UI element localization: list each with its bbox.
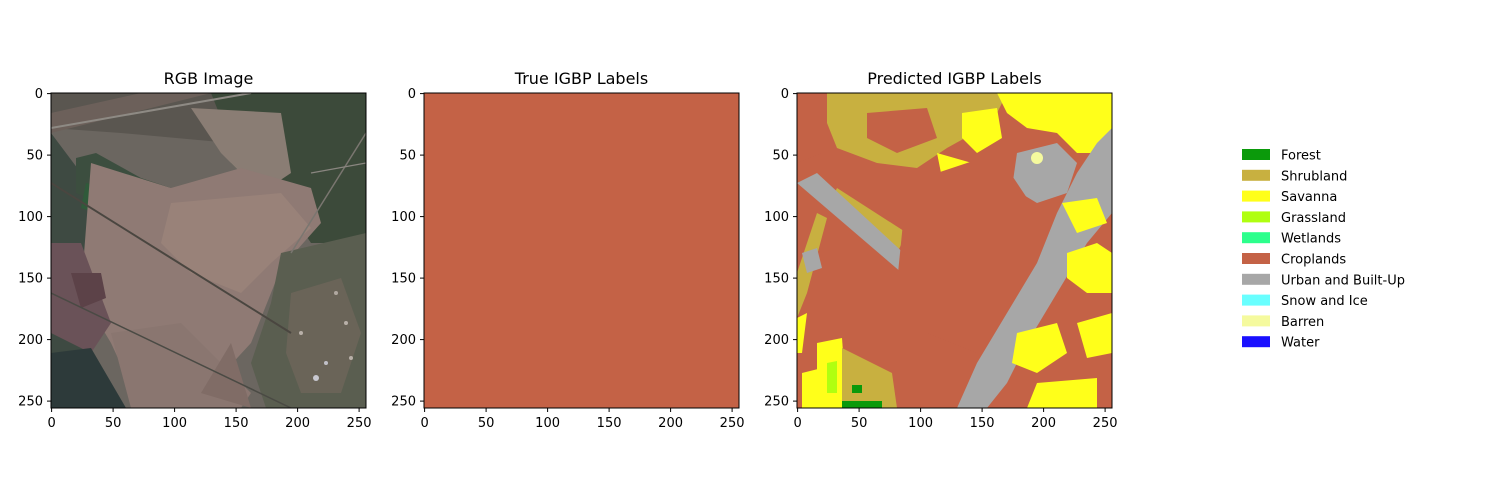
legend-label: Barren: [1281, 315, 1324, 330]
legend-swatch-wetlands: [1242, 232, 1270, 244]
rgb-y-tick-label: 150: [18, 272, 43, 287]
rgb-y-tick-label: 250: [18, 395, 43, 410]
predicted-labels-panel: Predicted IGBP Labels: [764, 69, 1117, 431]
legend-label: Croplands: [1281, 253, 1346, 268]
rgb-image-x-axis: 0 50 100 150 200 250: [47, 408, 372, 431]
legend-label: Forest: [1281, 149, 1321, 164]
legend-label: Savanna: [1281, 190, 1337, 205]
pred-x-tick-label: 50: [851, 416, 868, 431]
pred-y-tick-label: 200: [764, 333, 789, 348]
rgb-image-frame: [50, 92, 367, 409]
pred-y-tick-label: 0: [781, 87, 789, 102]
rgb-image: [51, 93, 366, 408]
true-y-tick-label: 100: [391, 210, 416, 225]
rgb-x-tick-label: 200: [285, 416, 310, 431]
true-y-tick-label: 50: [399, 149, 416, 164]
pred-y-tick-label: 250: [764, 395, 789, 410]
true-y-tick-label: 0: [408, 87, 416, 102]
true-x-tick-label: 50: [478, 416, 495, 431]
true-labels-title: True IGBP Labels: [514, 69, 648, 88]
rgb-image-title: RGB Image: [164, 69, 254, 88]
legend: Forest Shrubland Savanna Grassland Wetlands C…: [1242, 149, 1405, 351]
true-labels-x-axis: 0 50 100 150 200 250: [420, 408, 745, 431]
croplands-fill: [424, 93, 739, 408]
legend-swatch-savanna: [1242, 190, 1270, 202]
legend-swatch-water: [1242, 336, 1270, 348]
true-x-tick-label: 200: [658, 416, 683, 431]
legend-swatch-urban-and-built-up: [1242, 273, 1270, 285]
true-x-tick-label: 250: [720, 416, 745, 431]
true-labels-panel: True IGBP Labels 0 50 100 150 200 250: [391, 69, 744, 431]
true-x-tick-label: 100: [535, 416, 560, 431]
true-y-tick-label: 150: [391, 272, 416, 287]
rgb-x-tick-label: 100: [162, 416, 187, 431]
true-x-tick-label: 0: [420, 416, 428, 431]
legend-swatch-shrubland: [1242, 169, 1270, 181]
predicted-labels-y-axis: 0 50 100 150 200 250: [764, 87, 797, 410]
legend-label: Urban and Built-Up: [1281, 273, 1405, 288]
rgb-x-tick-label: 250: [347, 416, 372, 431]
predicted-labels-image: [797, 93, 1112, 408]
pred-x-tick-label: 150: [970, 416, 995, 431]
predicted-labels-title: Predicted IGBP Labels: [867, 69, 1042, 88]
rgb-x-tick-label: 150: [224, 416, 249, 431]
legend-label: Water: [1281, 336, 1320, 351]
legend-swatch-grassland: [1242, 211, 1270, 223]
predicted-labels-x-axis: 0 50 100 150 200 250: [793, 408, 1118, 431]
rgb-x-tick-label: 50: [105, 416, 122, 431]
legend-label: Snow and Ice: [1281, 294, 1368, 309]
rgb-y-tick-label: 200: [18, 333, 43, 348]
rgb-x-tick-label: 0: [47, 416, 55, 431]
legend-label: Shrubland: [1281, 169, 1347, 184]
legend-swatch-forest: [1242, 149, 1270, 160]
true-labels-y-axis: 0 50 100 150 200 250: [391, 87, 424, 410]
pred-x-tick-label: 0: [793, 416, 801, 431]
rgb-image-y-axis: 0 50 100 150 200 250: [18, 87, 51, 410]
pred-x-tick-label: 200: [1031, 416, 1056, 431]
rgb-image-panel: RGB Image: [18, 69, 371, 431]
pred-x-tick-label: 250: [1093, 416, 1118, 431]
rgb-y-tick-label: 0: [35, 87, 43, 102]
pred-y-tick-label: 50: [772, 149, 789, 164]
legend-label: Wetlands: [1281, 232, 1341, 247]
true-y-tick-label: 200: [391, 333, 416, 348]
pred-x-tick-label: 100: [908, 416, 933, 431]
rgb-y-tick-label: 100: [18, 210, 43, 225]
legend-swatch-croplands: [1242, 253, 1270, 264]
pred-y-tick-label: 150: [764, 272, 789, 287]
rgb-y-tick-label: 50: [26, 149, 43, 164]
true-x-tick-label: 150: [597, 416, 622, 431]
true-labels-frame: [423, 92, 740, 409]
legend-swatch-snow-and-ice: [1242, 294, 1270, 306]
legend-swatch-barren: [1242, 315, 1270, 327]
predicted-labels-frame: [796, 92, 1113, 409]
pred-y-tick-label: 100: [764, 210, 789, 225]
legend-label: Grassland: [1281, 211, 1346, 226]
true-labels-image: [424, 93, 739, 408]
true-y-tick-label: 250: [391, 395, 416, 410]
